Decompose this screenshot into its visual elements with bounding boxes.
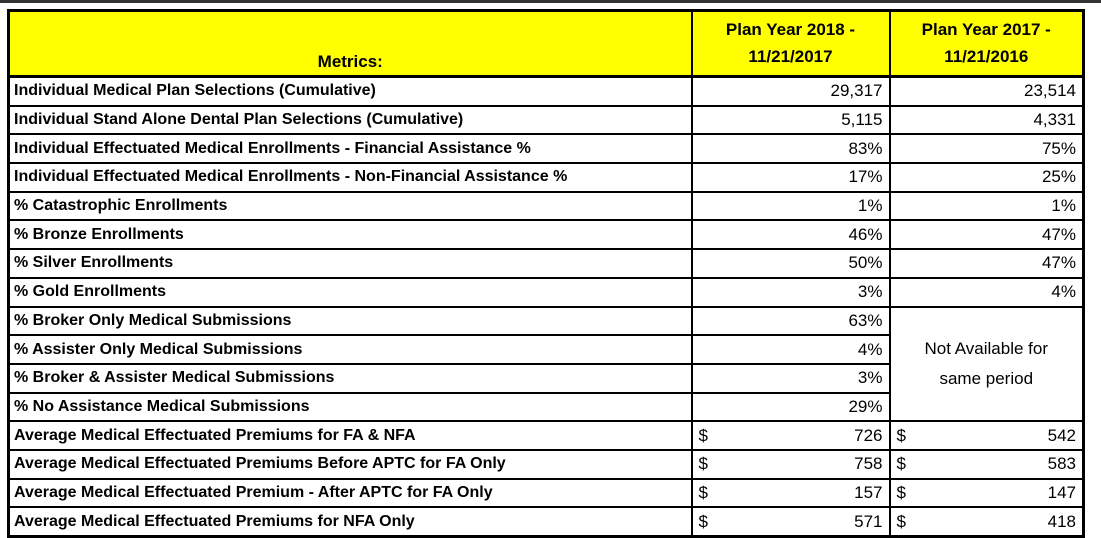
- currency-symbol: $: [896, 454, 906, 474]
- value-2017-cell: 1%: [888, 190, 1085, 222]
- table-row: % Broker Only Medical Submissions 63% No…: [7, 305, 1085, 423]
- value-2018-cell: $ 726: [690, 420, 891, 451]
- plan-year-2017-column-header: Plan Year 2017 - 11/21/2016: [888, 9, 1085, 78]
- value-2018-cell: $ 758: [690, 448, 891, 480]
- table-row: % Catastrophic Enrollments 1% 1%: [7, 190, 1085, 222]
- value-2018-cell: $ 571: [690, 506, 891, 538]
- value-2018-cell: $ 157: [690, 477, 891, 509]
- currency-amount: 542: [1047, 425, 1076, 445]
- value-2018-cell: 83%: [690, 133, 891, 165]
- currency-amount: 418: [1047, 511, 1076, 531]
- not-available-text: Not Available for same period: [924, 339, 1048, 388]
- metric-label-cell: % Gold Enrollments: [7, 276, 693, 308]
- metric-label-cell: Individual Effectuated Medical Enrollmen…: [7, 162, 693, 193]
- metrics-table: Metrics: Plan Year 2018 - 11/21/2017 Pla…: [7, 9, 1085, 538]
- table-row: Average Medical Effectuated Premiums for…: [7, 420, 1085, 451]
- table-row: Individual Effectuated Medical Enrollmen…: [7, 162, 1085, 193]
- value-2018-cell: 50%: [690, 248, 891, 279]
- table-row: % Assister Only Medical Submissions 4%: [7, 334, 1084, 365]
- table-row: % Broker & Assister Medical Submissions …: [7, 362, 1084, 394]
- not-available-merged-cell: Not Available for same period: [888, 305, 1085, 423]
- value-2017-cell: $ 147: [888, 477, 1085, 509]
- currency-amount: 157: [854, 482, 883, 502]
- value-2017-cell: 47%: [888, 219, 1085, 251]
- value-2017-cell: 4%: [888, 276, 1085, 308]
- metrics-column-header: Metrics:: [7, 9, 693, 78]
- value-2018-cell: 63%: [690, 305, 891, 337]
- currency-symbol: $: [698, 482, 708, 502]
- table-row: % Silver Enrollments 50% 47%: [7, 248, 1085, 279]
- currency-symbol: $: [896, 482, 906, 502]
- metric-label-cell: % Broker & Assister Medical Submissions: [7, 362, 693, 394]
- metric-label-cell: Average Medical Effectuated Premiums for…: [7, 506, 693, 538]
- value-2018-cell: 4%: [690, 334, 891, 365]
- currency-amount: 758: [854, 454, 883, 474]
- currency-symbol: $: [698, 454, 708, 474]
- value-2018-cell: 46%: [690, 219, 891, 251]
- table-row: Individual Medical Plan Selections (Cumu…: [7, 75, 1085, 107]
- value-2018-cell: 3%: [690, 276, 891, 308]
- value-2017-cell: 23,514: [888, 75, 1085, 107]
- metric-label-cell: Average Medical Effectuated Premium - Af…: [7, 477, 693, 509]
- metric-label-cell: % Broker Only Medical Submissions: [7, 305, 693, 337]
- currency-symbol: $: [698, 425, 708, 445]
- plan-year-2018-column-header: Plan Year 2018 - 11/21/2017: [690, 9, 891, 78]
- value-2017-cell: $ 542: [888, 420, 1085, 451]
- metric-label-cell: % Catastrophic Enrollments: [7, 190, 693, 222]
- metric-label-cell: Individual Medical Plan Selections (Cumu…: [7, 75, 693, 107]
- currency-symbol: $: [896, 511, 906, 531]
- metric-label-cell: % No Assistance Medical Submissions: [7, 391, 693, 423]
- metric-label-cell: Individual Effectuated Medical Enrollmen…: [7, 133, 693, 165]
- value-2017-cell: 75%: [888, 133, 1085, 165]
- metric-label-cell: % Bronze Enrollments: [7, 219, 693, 251]
- table-row: Average Medical Effectuated Premiums for…: [7, 506, 1085, 538]
- currency-amount: 571: [854, 511, 883, 531]
- currency-amount: 147: [1047, 482, 1076, 502]
- value-2018-cell: 29%: [690, 391, 891, 423]
- value-2017-cell: 25%: [888, 162, 1085, 193]
- value-2018-cell: 17%: [690, 162, 891, 193]
- value-2018-cell: 1%: [690, 190, 891, 222]
- currency-amount: 726: [854, 425, 883, 445]
- table-row: Individual Stand Alone Dental Plan Selec…: [7, 104, 1085, 136]
- table-row: Individual Effectuated Medical Enrollmen…: [7, 133, 1085, 165]
- value-2017-cell: 47%: [888, 248, 1085, 279]
- metric-label-cell: Individual Stand Alone Dental Plan Selec…: [7, 104, 693, 136]
- metric-label-cell: % Silver Enrollments: [7, 248, 693, 279]
- currency-symbol: $: [896, 425, 906, 445]
- window-top-edge: [0, 0, 1101, 3]
- metric-label-cell: % Assister Only Medical Submissions: [7, 334, 693, 365]
- table-row: % Gold Enrollments 3% 4%: [7, 276, 1085, 308]
- table-row: Average Medical Effectuated Premiums Bef…: [7, 448, 1085, 480]
- table-row: Average Medical Effectuated Premium - Af…: [7, 477, 1085, 509]
- metric-label-cell: Average Medical Effectuated Premiums Bef…: [7, 448, 693, 480]
- currency-amount: 583: [1047, 454, 1076, 474]
- metric-label-cell: Average Medical Effectuated Premiums for…: [7, 420, 693, 451]
- currency-symbol: $: [698, 511, 708, 531]
- value-2017-cell: 4,331: [888, 104, 1085, 136]
- header-row: Metrics: Plan Year 2018 - 11/21/2017 Pla…: [7, 9, 1085, 78]
- value-2018-cell: 29,317: [690, 75, 891, 107]
- value-2018-cell: 5,115: [690, 104, 891, 136]
- value-2017-cell: $ 418: [888, 506, 1085, 538]
- table-row: % Bronze Enrollments 46% 47%: [7, 219, 1085, 251]
- table-row: % No Assistance Medical Submissions 29%: [7, 391, 1084, 423]
- value-2017-cell: $ 583: [888, 448, 1085, 480]
- value-2018-cell: 3%: [690, 362, 891, 394]
